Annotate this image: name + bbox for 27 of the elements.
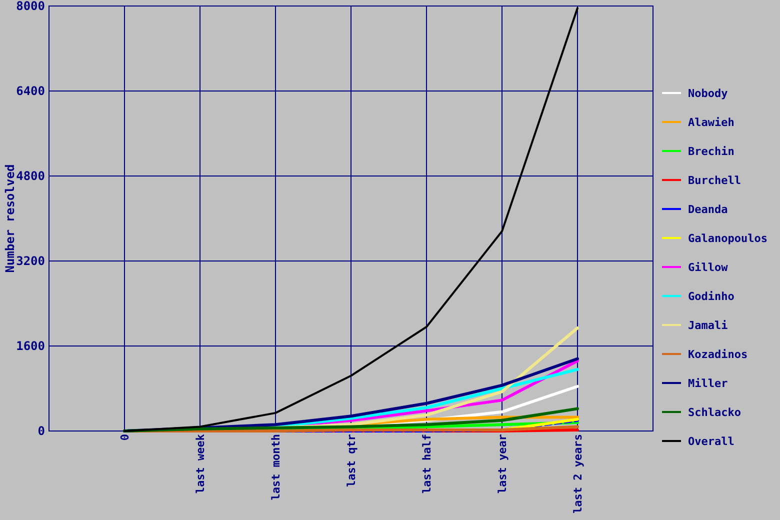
x-tick-label: last month <box>269 434 282 500</box>
legend-label: Alawieh <box>688 116 734 129</box>
legend-label: Schlacko <box>688 406 742 419</box>
y-tick-label: 6400 <box>16 84 45 98</box>
legend-label: Nobody <box>688 86 728 100</box>
x-tick-label: last half <box>420 434 434 494</box>
legend-label: Brechin <box>688 144 734 158</box>
legend-label: Miller <box>688 376 728 390</box>
x-tick-label: last year <box>496 434 509 494</box>
y-axis-title: Number resolved <box>3 164 18 273</box>
legend-label: Gillow <box>688 260 728 274</box>
legend-label: Kozadinos <box>688 348 748 361</box>
y-tick-label: 4800 <box>16 169 45 184</box>
legend-label: Overall <box>688 434 734 448</box>
legend-label: Deanda <box>688 202 728 216</box>
legend-label: Burchell <box>688 174 741 187</box>
y-tick-label: 0 <box>38 424 45 438</box>
legend-label: Jamali <box>688 318 728 332</box>
y-tick-label: 8000 <box>16 0 45 14</box>
x-tick-label: last week <box>194 434 207 494</box>
x-tick-label: last qtr <box>344 434 358 487</box>
x-tick-label: last 2 years <box>571 434 584 514</box>
y-tick-label: 1600 <box>16 339 45 354</box>
legend-label: Galanopoulos <box>688 232 768 245</box>
x-tick-label: 0 <box>118 434 132 441</box>
y-tick-label: 3200 <box>16 254 45 268</box>
legend-label: Godinho <box>688 290 735 303</box>
